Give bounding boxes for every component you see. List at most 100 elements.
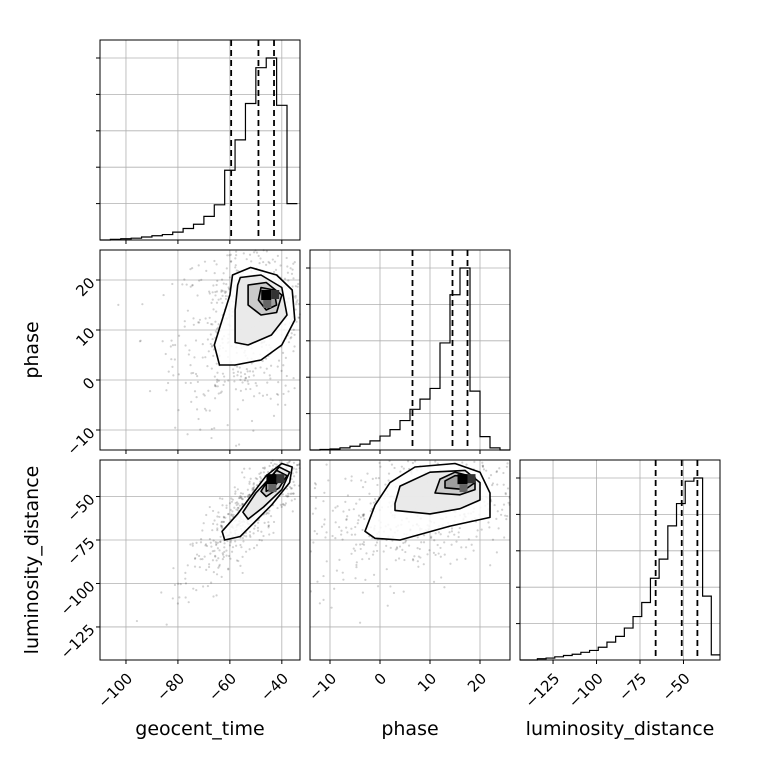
scatter-point xyxy=(274,268,278,271)
scatter-point xyxy=(252,251,256,254)
scatter-point xyxy=(325,463,328,466)
scatter-point xyxy=(243,534,246,537)
scatter-point xyxy=(206,365,209,368)
panel-border xyxy=(99,39,301,241)
scatter-point xyxy=(221,372,225,375)
scatter-point xyxy=(220,521,223,524)
scatter-point xyxy=(362,543,366,546)
scatter-point xyxy=(204,317,207,320)
scatter-point xyxy=(199,538,203,541)
scatter-point xyxy=(268,261,271,265)
scatter-point xyxy=(281,503,285,506)
scatter-point xyxy=(288,460,291,463)
scatter-point xyxy=(263,467,266,470)
scatter-point xyxy=(322,500,325,503)
scatter-point xyxy=(252,395,256,398)
scatter-point xyxy=(189,543,192,546)
scatter-point xyxy=(265,367,268,370)
scatter-point xyxy=(220,290,223,293)
scatter-point xyxy=(284,502,287,505)
scatter-point xyxy=(248,534,252,537)
scatter-point xyxy=(430,536,433,540)
scatter-point xyxy=(246,488,249,491)
scatter-point xyxy=(245,535,248,538)
scatter-point xyxy=(224,516,227,519)
scatter-point xyxy=(404,539,408,542)
scatter-point xyxy=(203,407,207,410)
scatter-point xyxy=(218,497,222,500)
scatter-point xyxy=(291,268,294,271)
x-axis-label: luminosity_distance xyxy=(526,718,715,740)
scatter-point xyxy=(241,536,244,540)
scatter-point xyxy=(210,427,213,431)
scatter-point xyxy=(197,554,201,558)
density-peak xyxy=(266,474,277,485)
scatter-point xyxy=(243,495,247,499)
scatter-point xyxy=(211,291,214,294)
scatter-point xyxy=(293,345,296,348)
scatter-point xyxy=(244,376,248,379)
scatter-point xyxy=(208,290,211,293)
scatter-point xyxy=(251,487,254,490)
scatter-point xyxy=(292,480,295,484)
panel-border xyxy=(99,249,301,451)
density-peak xyxy=(467,474,476,484)
scatter-point xyxy=(436,462,439,465)
scatter-point xyxy=(357,518,360,522)
scatter-point xyxy=(455,540,458,543)
panel-border xyxy=(99,459,301,661)
scatter-point xyxy=(192,317,195,320)
scatter-point xyxy=(260,477,263,480)
scatter-point xyxy=(373,497,377,501)
scatter-point xyxy=(212,284,215,287)
scatter-point xyxy=(506,462,509,465)
scatter-point xyxy=(215,327,219,330)
scatter-point xyxy=(315,532,319,535)
scatter-point xyxy=(237,506,240,510)
scatter-point xyxy=(346,494,350,497)
histogram-step xyxy=(520,477,720,661)
scatter-point xyxy=(292,350,295,353)
histogram-step xyxy=(100,57,298,241)
scatter-point xyxy=(436,543,439,547)
scatter-point xyxy=(287,492,290,495)
scatter-point xyxy=(234,490,237,493)
scatter-point xyxy=(269,377,272,380)
scatter-point xyxy=(165,623,168,626)
scatter-point xyxy=(204,544,207,547)
scatter-point xyxy=(369,509,372,513)
scatter-point xyxy=(234,257,237,260)
scatter-point xyxy=(433,539,436,542)
scatter-point xyxy=(252,483,255,486)
scatter-point xyxy=(292,376,295,380)
scatter-point xyxy=(297,303,300,306)
panel-density-geocent_time-phase xyxy=(99,249,301,451)
scatter-point xyxy=(242,540,245,543)
scatter-point xyxy=(396,547,399,550)
scatter-point xyxy=(263,466,266,469)
scatter-point xyxy=(232,368,235,371)
scatter-point xyxy=(495,470,498,474)
scatter-point xyxy=(287,461,291,464)
scatter-point xyxy=(416,547,419,550)
scatter-point xyxy=(227,568,230,571)
panel-hist-geocent_time xyxy=(96,39,301,241)
scatter-point xyxy=(338,558,341,562)
scatter-point xyxy=(394,548,397,551)
scatter-point xyxy=(187,601,190,604)
scatter-point xyxy=(181,283,184,286)
scatter-point xyxy=(236,408,239,411)
scatter-point xyxy=(215,559,218,562)
scatter-point xyxy=(372,550,375,553)
scatter-point xyxy=(240,498,244,501)
scatter-point xyxy=(201,356,204,359)
scatter-point xyxy=(231,498,234,501)
scatter-point xyxy=(172,567,175,570)
scatter-point xyxy=(173,358,176,361)
scatter-point xyxy=(234,264,237,267)
scatter-point xyxy=(213,272,216,275)
scatter-point xyxy=(178,596,181,599)
scatter-point xyxy=(251,489,254,492)
scatter-point xyxy=(292,461,296,464)
scatter-point xyxy=(248,480,251,483)
